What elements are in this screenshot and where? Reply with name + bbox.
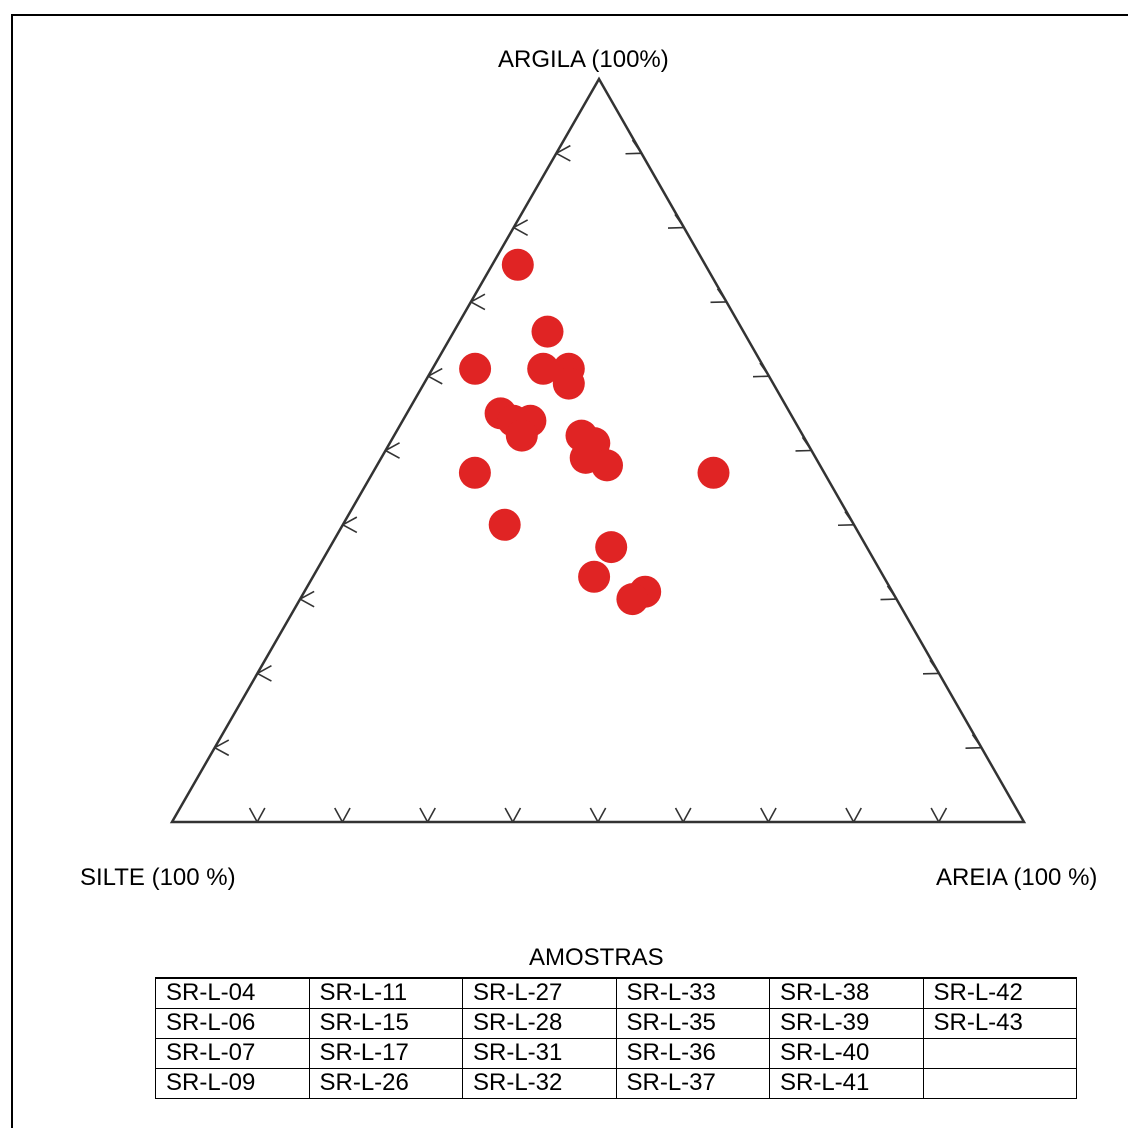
tick-left <box>385 442 400 459</box>
table-row: SR-L-06 SR-L-15 SR-L-28 SR-L-35 SR-L-39 SR-L-… <box>155 1007 1077 1039</box>
tick-left <box>257 665 272 682</box>
tick-bottom <box>930 807 948 823</box>
table-cell: SR-L-07 <box>155 1037 310 1069</box>
table-cell: SR-L-32 <box>462 1067 617 1099</box>
data-point <box>616 583 649 616</box>
tick-left <box>427 367 443 385</box>
table-cell: SR-L-40 <box>769 1037 924 1069</box>
data-point <box>591 449 623 482</box>
samples-table-title: AMOSTRAS <box>529 944 664 971</box>
tick-left <box>299 590 315 608</box>
table-cell: SR-L-43 <box>922 1007 1077 1039</box>
table-cell: SR-L-39 <box>769 1007 924 1039</box>
table-cell: SR-L-26 <box>308 1067 463 1099</box>
ternary-triangle <box>169 76 1027 824</box>
figure-frame <box>11 14 1128 1128</box>
data-point <box>697 456 730 489</box>
vertex-label-argila: ARGILA (100%) <box>498 46 669 73</box>
table-cell: SR-L-41 <box>769 1067 924 1099</box>
tick-bottom <box>419 807 436 823</box>
table-cell: SR-L-11 <box>308 977 463 1009</box>
table-cell: SR-L-17 <box>308 1037 463 1069</box>
table-row: SR-L-09 SR-L-26 SR-L-32 SR-L-37 SR-L-41 <box>155 1067 1077 1099</box>
data-point <box>552 367 585 400</box>
data-point <box>505 419 538 452</box>
vertex-label-silte: SILTE (100 %) <box>80 864 236 891</box>
table-cell: SR-L-38 <box>769 977 924 1009</box>
table-cell: SR-L-37 <box>615 1067 770 1099</box>
tick-left <box>470 293 486 311</box>
tick-bottom <box>845 807 862 823</box>
data-point <box>527 352 560 385</box>
table-cell: SR-L-09 <box>155 1067 310 1099</box>
table-cell <box>922 1067 1077 1099</box>
table-cell: SR-L-04 <box>155 977 310 1009</box>
data-point <box>578 560 611 593</box>
table-cell <box>922 1037 1077 1069</box>
table-cell: SR-L-36 <box>615 1037 770 1069</box>
tick-bottom <box>760 807 777 823</box>
tick-bottom <box>504 807 522 823</box>
table-cell: SR-L-28 <box>462 1007 617 1039</box>
tick-left <box>342 516 358 534</box>
tick-left <box>214 739 230 757</box>
table-cell: SR-L-42 <box>922 977 1077 1009</box>
tick-left <box>513 219 529 236</box>
data-point <box>531 315 564 348</box>
data-points <box>458 248 730 616</box>
tick-bottom <box>334 807 351 823</box>
vertex-label-areia: AREIA (100 %) <box>936 864 1098 891</box>
table-cell: SR-L-06 <box>155 1007 310 1039</box>
tick-left <box>555 144 571 162</box>
table-cell: SR-L-27 <box>462 977 617 1009</box>
table-cell: SR-L-15 <box>308 1007 463 1039</box>
data-point <box>458 456 491 489</box>
tick-marks <box>214 139 983 823</box>
table-cell: SR-L-33 <box>615 977 770 1009</box>
tick-bottom <box>248 807 266 823</box>
data-point <box>459 352 492 385</box>
table-row: SR-L-04 SR-L-11 SR-L-27 SR-L-33 SR-L-38 SR-L-… <box>155 977 1077 1009</box>
ternary-plot <box>169 76 1027 824</box>
table-cell: SR-L-31 <box>462 1037 617 1069</box>
table-row: SR-L-07 SR-L-17 SR-L-31 SR-L-36 SR-L-40 <box>155 1037 1077 1069</box>
data-point <box>501 248 534 281</box>
data-point <box>488 508 521 541</box>
tick-bottom <box>589 807 607 823</box>
table-cell: SR-L-35 <box>615 1007 770 1039</box>
data-point <box>595 531 628 564</box>
tick-bottom <box>674 807 692 823</box>
samples-table: SR-L-04 SR-L-11 SR-L-27 SR-L-33 SR-L-38 SR-L-… <box>155 977 1077 1099</box>
